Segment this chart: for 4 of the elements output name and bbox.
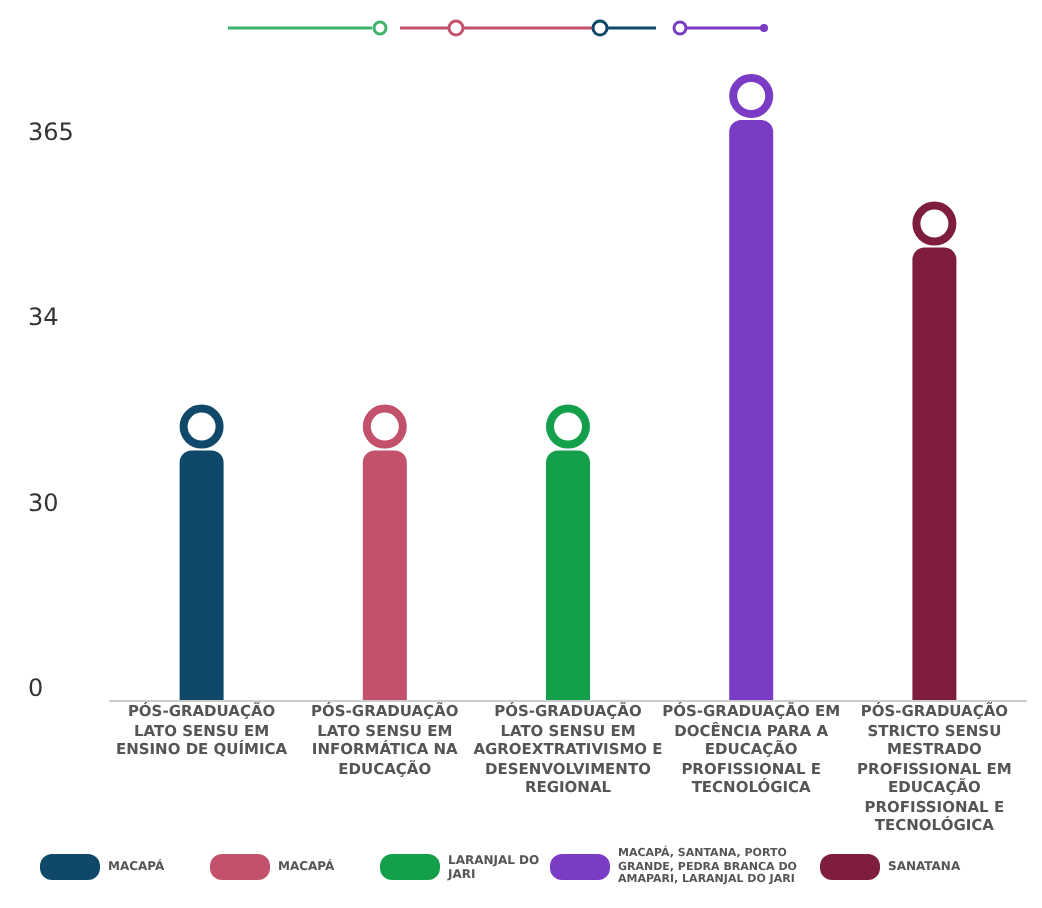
text: 0	[28, 674, 44, 703]
text: 30	[28, 488, 59, 517]
text: 365	[28, 117, 74, 146]
text: 34	[28, 303, 59, 332]
